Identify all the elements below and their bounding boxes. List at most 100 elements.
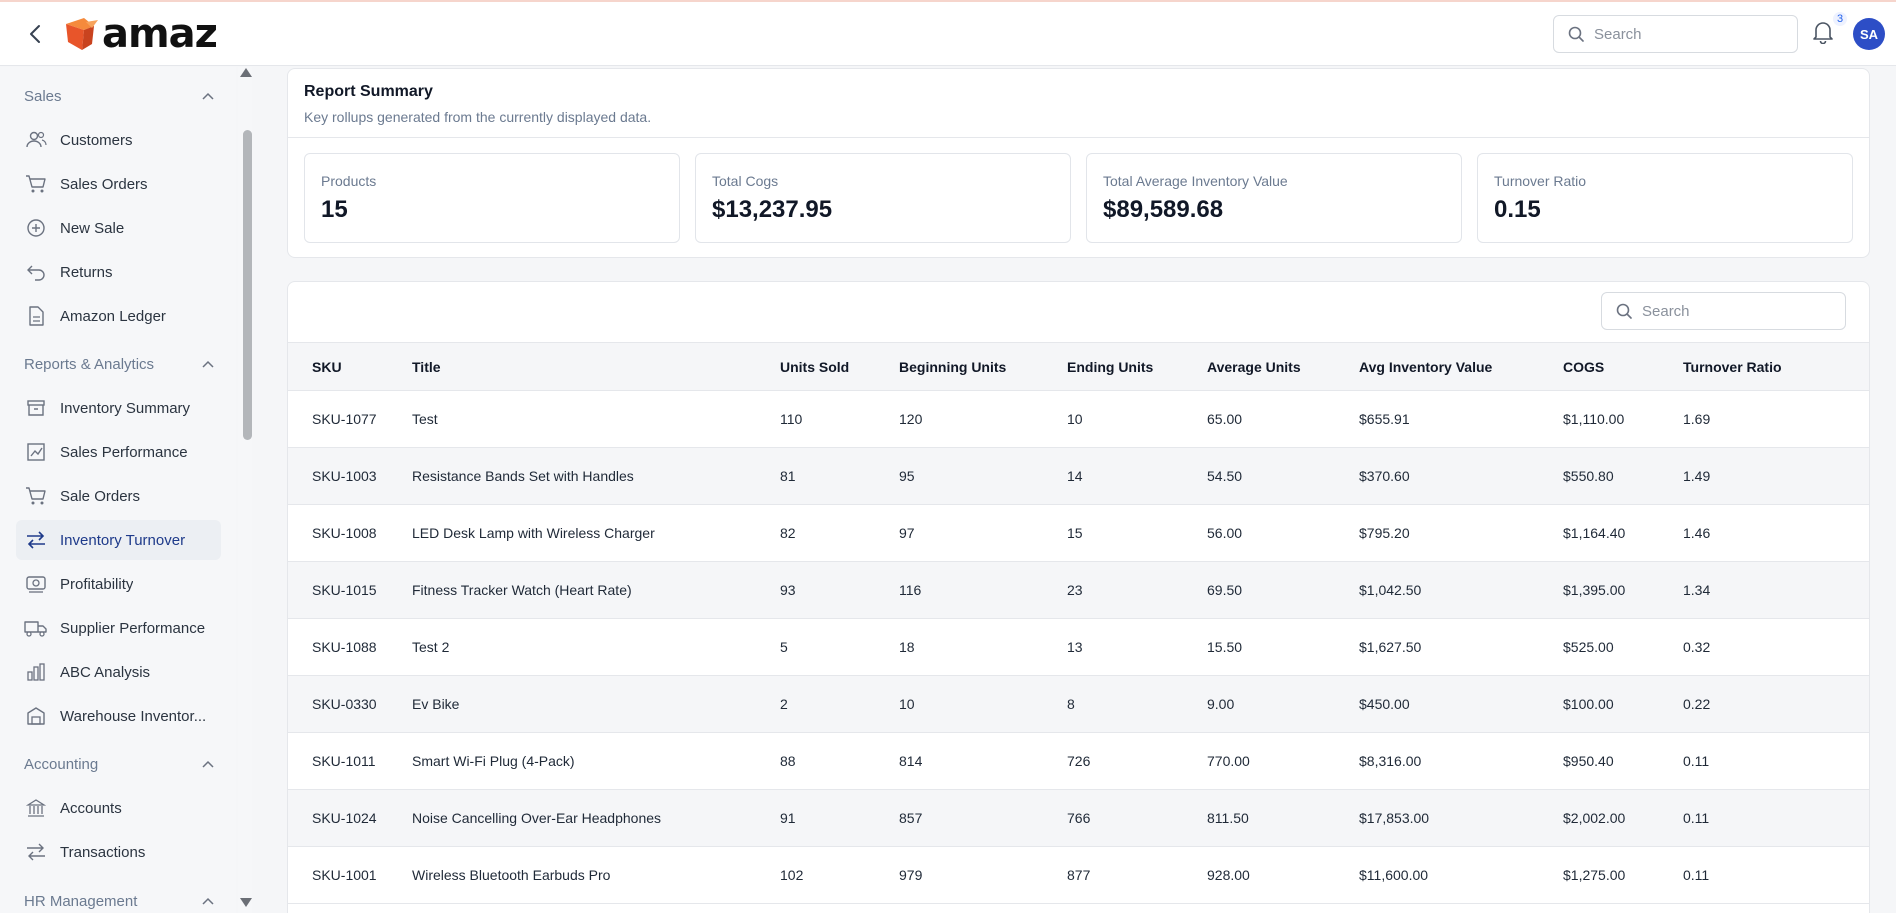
- sidebar-item-inventory-summary[interactable]: Inventory Summary: [16, 388, 221, 428]
- column-header-sku[interactable]: SKU: [312, 358, 342, 375]
- cell-avg-inventory-value: $11,600.00: [1359, 867, 1429, 883]
- cell-beginning-units: 979: [899, 867, 923, 883]
- sidebar-item-label: Accounts: [60, 799, 122, 817]
- scroll-up-icon[interactable]: [240, 68, 252, 77]
- column-header-average-units[interactable]: Average Units: [1207, 358, 1301, 375]
- cell-cogs: $1,275.00: [1563, 867, 1626, 883]
- back-button[interactable]: [22, 21, 48, 47]
- sidebar-item-new-sale[interactable]: New Sale: [16, 208, 221, 248]
- cell-turnover-ratio: 0.32: [1683, 639, 1711, 655]
- sidebar-item-inventory-turnover[interactable]: Inventory Turnover: [16, 520, 221, 560]
- header-search-input[interactable]: [1594, 25, 1774, 43]
- table-body: SKU-1077 Test 110 120 10 65.00 $655.91 $1,110.0…: [288, 390, 1869, 904]
- sidebar-scrollbar-thumb[interactable]: [243, 130, 252, 440]
- undo-icon: [27, 265, 45, 281]
- sidebar-item-label: Supplier Performance: [60, 619, 206, 637]
- logo[interactable]: amaz: [62, 12, 218, 56]
- sidebar-item-profitability[interactable]: Profitability: [16, 564, 221, 604]
- cell-turnover-ratio: 1.46: [1683, 525, 1711, 541]
- sidebar-item-amazon-ledger[interactable]: Amazon Ledger: [16, 296, 221, 336]
- cell-units-sold: 2: [780, 696, 788, 712]
- cell-average-units: 65.00: [1207, 411, 1243, 427]
- archive-icon: [27, 400, 45, 416]
- cell-average-units: 54.50: [1207, 468, 1243, 484]
- sidebar-item-warehouse-inventory[interactable]: Warehouse Inventor...: [16, 696, 221, 736]
- sidebar-item-returns[interactable]: Returns: [16, 252, 221, 292]
- sidebar-item-label: Profitability: [60, 575, 134, 593]
- sidebar-item-label: Sales Performance: [60, 443, 188, 461]
- cell-title: Test: [412, 411, 438, 427]
- table-row[interactable]: SKU-1011 Smart Wi-Fi Plug (4-Pack) 88 814 72…: [288, 732, 1869, 790]
- column-header-beginning-units[interactable]: Beginning Units: [899, 358, 1007, 375]
- cell-cogs: $950.40: [1563, 753, 1614, 769]
- column-header-units-sold[interactable]: Units Sold: [780, 358, 850, 375]
- table-row[interactable]: SKU-0330 Ev Bike 2 10 8 9.00 $450.00 $100.00 0.2…: [288, 675, 1869, 733]
- table-row[interactable]: SKU-1008 LED Desk Lamp with Wireless Char…: [288, 504, 1869, 562]
- cell-avg-inventory-value: $1,042.50: [1359, 582, 1422, 598]
- inventory-turnover-table: SKU Title Units Sold Beginning Units End…: [288, 342, 1869, 904]
- kpi-label: Products: [321, 173, 377, 189]
- sidebar-section-sales[interactable]: Sales: [24, 84, 214, 108]
- sidebar-section-reports[interactable]: Reports & Analytics: [24, 352, 214, 376]
- table-row[interactable]: SKU-1001 Wireless Bluetooth Earbuds Pro 10…: [288, 846, 1869, 904]
- avatar[interactable]: SA: [1853, 18, 1885, 50]
- sidebar-item-transactions[interactable]: Transactions: [16, 832, 221, 872]
- cell-beginning-units: 120: [899, 411, 923, 427]
- cell-units-sold: 88: [780, 753, 796, 769]
- column-header-title[interactable]: Title: [412, 358, 441, 375]
- notifications-button[interactable]: [1812, 20, 1838, 48]
- cell-ending-units: 8: [1067, 696, 1075, 712]
- bar-chart-icon: [27, 663, 45, 681]
- sidebar-item-label: Amazon Ledger: [60, 307, 166, 325]
- table-row[interactable]: SKU-1088 Test 2 5 18 13 15.50 $1,627.50 $525.00…: [288, 618, 1869, 676]
- cell-units-sold: 91: [780, 810, 796, 826]
- sidebar-item-accounts[interactable]: Accounts: [16, 788, 221, 828]
- column-header-avg-inventory-value[interactable]: Avg Inventory Value: [1359, 358, 1493, 375]
- sidebar-item-supplier-performance[interactable]: Supplier Performance: [16, 608, 221, 648]
- cart-icon: [26, 487, 46, 505]
- cell-average-units: 811.50: [1207, 810, 1249, 826]
- sidebar-section-accounting[interactable]: Accounting: [24, 752, 214, 776]
- chevron-left-icon: [30, 25, 40, 43]
- sidebar-item-sales-performance[interactable]: Sales Performance: [16, 432, 221, 472]
- table-row[interactable]: SKU-1015 Fitness Tracker Watch (Heart Rat…: [288, 561, 1869, 619]
- table-row[interactable]: SKU-1077 Test 110 120 10 65.00 $655.91 $1,110.0…: [288, 390, 1869, 448]
- cell-ending-units: 13: [1067, 639, 1083, 655]
- column-header-turnover-ratio[interactable]: Turnover Ratio: [1683, 358, 1782, 375]
- chevron-up-icon: [202, 92, 214, 100]
- cell-avg-inventory-value: $450.00: [1359, 696, 1410, 712]
- chevron-up-icon: [202, 897, 214, 905]
- search-icon: [1616, 303, 1632, 319]
- header-search[interactable]: [1553, 15, 1798, 53]
- table-row[interactable]: SKU-1003 Resistance Bands Set with Handle…: [288, 447, 1869, 505]
- sidebar-item-abc-analysis[interactable]: ABC Analysis: [16, 652, 221, 692]
- cell-cogs: $1,110.00: [1563, 411, 1625, 427]
- report-summary-card: Report Summary Key rollups generated fro…: [287, 68, 1870, 258]
- column-header-cogs[interactable]: COGS: [1563, 358, 1605, 375]
- sidebar-item-customers[interactable]: Customers: [16, 120, 221, 160]
- kpi-turnover-ratio: Turnover Ratio 0.15: [1477, 153, 1853, 243]
- cell-units-sold: 5: [780, 639, 788, 655]
- sidebar-section-hr[interactable]: HR Management: [24, 889, 214, 913]
- cell-average-units: 928.00: [1207, 867, 1250, 883]
- sidebar-item-label: Returns: [60, 263, 113, 281]
- table-search[interactable]: [1601, 292, 1846, 330]
- cell-cogs: $550.80: [1563, 468, 1614, 484]
- cart-icon: [26, 175, 46, 193]
- cell-average-units: 9.00: [1207, 696, 1235, 712]
- cell-cogs: $1,395.00: [1563, 582, 1626, 598]
- cell-cogs: $525.00: [1563, 639, 1614, 655]
- top-accent-line: [0, 0, 1896, 2]
- cell-average-units: 69.50: [1207, 582, 1243, 598]
- column-header-ending-units[interactable]: Ending Units: [1067, 358, 1154, 375]
- cell-ending-units: 726: [1067, 753, 1091, 769]
- cell-sku: SKU-1003: [312, 468, 377, 484]
- table-row[interactable]: SKU-1024 Noise Cancelling Over-Ear Headph…: [288, 789, 1869, 847]
- sidebar-item-sales-orders[interactable]: Sales Orders: [16, 164, 221, 204]
- chevron-up-icon: [202, 360, 214, 368]
- table-search-input[interactable]: [1642, 302, 1822, 320]
- cell-sku: SKU-1015: [312, 582, 377, 598]
- sidebar-item-sale-orders[interactable]: Sale Orders: [16, 476, 221, 516]
- scroll-down-icon[interactable]: [240, 898, 252, 907]
- cell-sku: SKU-1001: [312, 867, 377, 883]
